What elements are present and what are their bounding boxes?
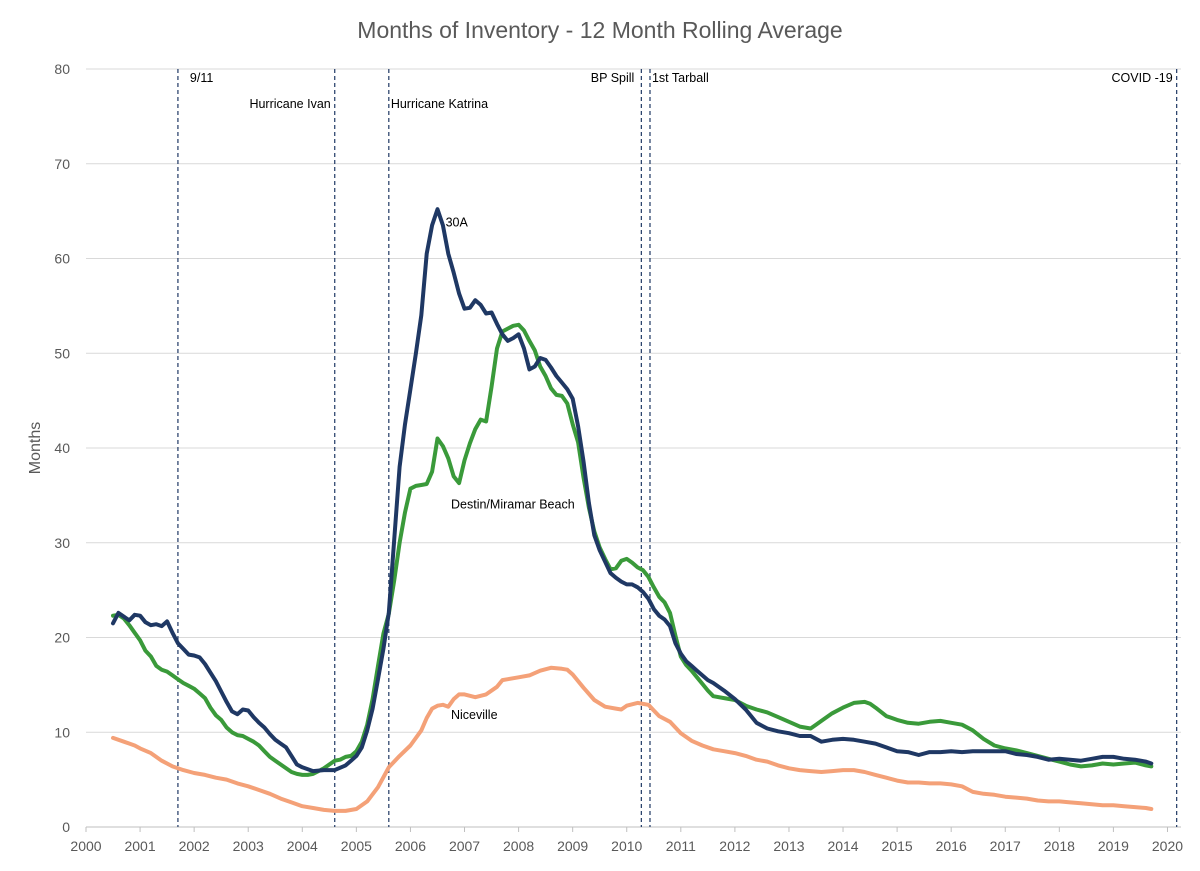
x-tick-label: 2002 <box>179 838 210 854</box>
series-line <box>111 665 1154 813</box>
x-tick-label: 2017 <box>990 838 1021 854</box>
x-tick-label: 2016 <box>936 838 967 854</box>
x-tick-label: 2019 <box>1098 838 1129 854</box>
x-tick-label: 2014 <box>827 838 858 854</box>
event-label: 9/11 <box>190 71 213 85</box>
y-tick-label: 80 <box>54 61 70 77</box>
x-tick-label: 2013 <box>773 838 804 854</box>
chart-title: Months of Inventory - 12 Month Rolling A… <box>357 17 842 43</box>
x-tick-label: 2004 <box>287 838 318 854</box>
series-label: 30A <box>446 215 469 229</box>
series-lines <box>111 207 1154 813</box>
x-axis-ticks: 2000 2001 2002 2003 2004 2005 2006 2007 2008 2009… <box>70 827 1183 854</box>
x-tick-label: 2020 <box>1152 838 1183 854</box>
x-tick-label: 2001 <box>124 838 155 854</box>
y-tick-label: 20 <box>54 630 70 646</box>
x-tick-label: 2006 <box>395 838 426 854</box>
x-tick-label: 2003 <box>233 838 264 854</box>
y-tick-label: 40 <box>54 440 70 456</box>
x-tick-label: 2005 <box>341 838 372 854</box>
y-axis-ticks: 0 10 20 30 40 50 60 70 80 <box>54 61 70 835</box>
x-tick-label: 2007 <box>449 838 480 854</box>
series-line <box>111 322 1154 777</box>
x-tick-label: 2008 <box>503 838 534 854</box>
x-tick-label: 2018 <box>1044 838 1075 854</box>
y-tick-label: 70 <box>54 156 70 172</box>
x-tick-label: 2010 <box>611 838 642 854</box>
x-tick-label: 2011 <box>666 838 696 854</box>
y-tick-label: 10 <box>54 724 70 740</box>
series-label: Destin/Miramar Beach <box>451 498 575 512</box>
event-markers: 9/11 Hurricane Ivan Hurricane Katrina BP Sp… <box>177 69 1178 827</box>
event-label: Hurricane Katrina <box>391 97 488 111</box>
series-line <box>111 207 1154 774</box>
series-labels: 30A Destin/Miramar Beach Niceville <box>446 215 575 722</box>
x-tick-label: 2012 <box>719 838 750 854</box>
y-tick-label: 50 <box>54 345 70 361</box>
event-label: 1st Tarball <box>652 71 709 85</box>
x-tick-label: 2000 <box>70 838 101 854</box>
y-axis-label: Months <box>27 422 44 474</box>
y-tick-label: 60 <box>54 251 70 267</box>
event-label: COVID -19 <box>1112 71 1173 85</box>
event-label: Hurricane Ivan <box>249 97 330 111</box>
event-label: BP Spill <box>591 71 635 85</box>
x-tick-label: 2015 <box>882 838 913 854</box>
y-tick-label: 30 <box>54 535 70 551</box>
x-tick-label: 2009 <box>557 838 588 854</box>
y-tick-label: 0 <box>62 819 70 835</box>
series-label: Niceville <box>451 708 498 722</box>
